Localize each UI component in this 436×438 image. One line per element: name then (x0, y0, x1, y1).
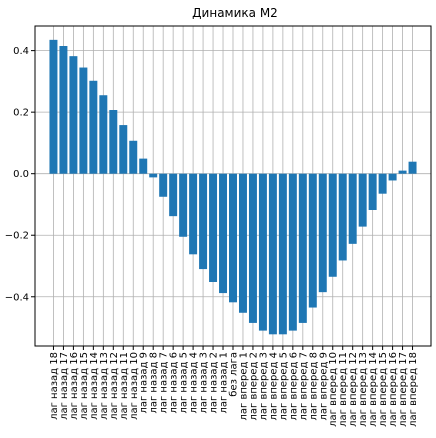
bar (59, 46, 68, 174)
x-tick-label: лаг вперед 10 (328, 352, 339, 427)
x-tick-label: лаг вперед 5 (278, 352, 289, 421)
x-tick-label: лаг назад 4 (189, 352, 200, 414)
bar (278, 173, 287, 335)
bar (378, 173, 387, 194)
x-tick-label: лаг вперед 11 (338, 352, 349, 427)
bar (109, 110, 118, 174)
chart-title: Динамика М2 (192, 6, 278, 20)
bar (358, 173, 367, 227)
bar (179, 173, 188, 237)
bar (89, 80, 98, 174)
x-tick-label: лаг назад 3 (199, 352, 210, 414)
x-tick-label: лаг вперед 15 (378, 352, 389, 427)
bar (348, 173, 357, 244)
bar (69, 56, 78, 174)
x-tick-label: лаг назад 11 (119, 352, 130, 420)
x-tick-label: лаг назад 16 (69, 352, 80, 420)
x-tick-label: лаг назад 7 (159, 352, 170, 414)
bar (298, 173, 307, 323)
bar (99, 95, 108, 174)
bar (199, 173, 208, 270)
x-tick-label: лаг вперед 17 (398, 352, 409, 427)
bar (129, 140, 138, 174)
x-tick-label: лаг вперед 8 (308, 352, 319, 421)
x-tick-label: лаг назад 1 (219, 352, 230, 414)
x-tick-label: лаг назад 14 (89, 352, 100, 420)
x-tick-label: лаг вперед 13 (358, 352, 369, 427)
y-tick-label: 0.0 (13, 169, 29, 180)
bar (368, 173, 377, 210)
y-axis: 0.4 0.2 0.0 −0.2 −0.4 (5, 46, 35, 303)
x-tick-label: лаг назад 13 (99, 352, 110, 420)
bar (49, 39, 58, 174)
x-tick-label: лаг назад 6 (169, 352, 180, 414)
y-tick-label: 0.2 (13, 108, 29, 119)
y-tick-label: −0.4 (5, 292, 29, 303)
x-tick-label: лаг вперед 9 (318, 352, 329, 421)
bars (49, 39, 417, 335)
bar (238, 173, 247, 313)
bar (159, 173, 168, 197)
bar (388, 173, 397, 181)
bar (149, 173, 158, 178)
bar (169, 173, 178, 217)
bar (139, 158, 148, 174)
x-tick-label: лаг назад 12 (109, 352, 120, 420)
x-tick-label: без лага (229, 352, 240, 397)
x-tick-label: лаг назад 5 (179, 352, 190, 414)
y-tick-label: 0.4 (13, 46, 29, 57)
x-tick-label: лаг вперед 14 (368, 352, 379, 427)
x-tick-label: лаг назад 10 (129, 352, 140, 420)
bar (408, 161, 417, 174)
x-tick-label: лаг вперед 1 (238, 352, 249, 421)
x-tick-label: лаг вперед 3 (258, 352, 269, 421)
bar (258, 173, 267, 331)
bar (308, 173, 317, 308)
bar (209, 173, 218, 282)
bar (79, 67, 88, 174)
x-tick-label: лаг назад 18 (49, 352, 60, 420)
x-tick-label: лаг вперед 7 (298, 352, 309, 421)
bar (318, 173, 327, 293)
bar (248, 173, 257, 323)
bar (338, 173, 347, 261)
bar (219, 173, 228, 294)
x-tick-label: лаг назад 2 (209, 352, 220, 414)
bar (268, 173, 277, 335)
x-tick-label: лаг вперед 2 (248, 352, 259, 421)
plot-frame (34, 25, 432, 347)
bar (229, 173, 237, 303)
y-tick-label: −0.2 (5, 231, 29, 242)
bar (189, 173, 198, 255)
bar (328, 173, 337, 277)
x-tick-label: лаг назад 15 (79, 352, 90, 420)
bar (119, 125, 128, 174)
x-tick-label: лаг назад 9 (139, 352, 150, 414)
bar (288, 173, 297, 331)
bar (398, 170, 407, 174)
x-tick-label: лаг вперед 18 (408, 352, 419, 427)
x-tick-label: лаг вперед 6 (288, 352, 299, 421)
x-tick-label: лаг вперед 12 (348, 352, 359, 427)
x-tick-label: лаг вперед 4 (268, 352, 279, 421)
x-tick-label: лаг назад 8 (149, 352, 160, 414)
x-tick-label: лаг вперед 16 (388, 352, 399, 427)
x-tick-label: лаг назад 17 (59, 352, 70, 420)
